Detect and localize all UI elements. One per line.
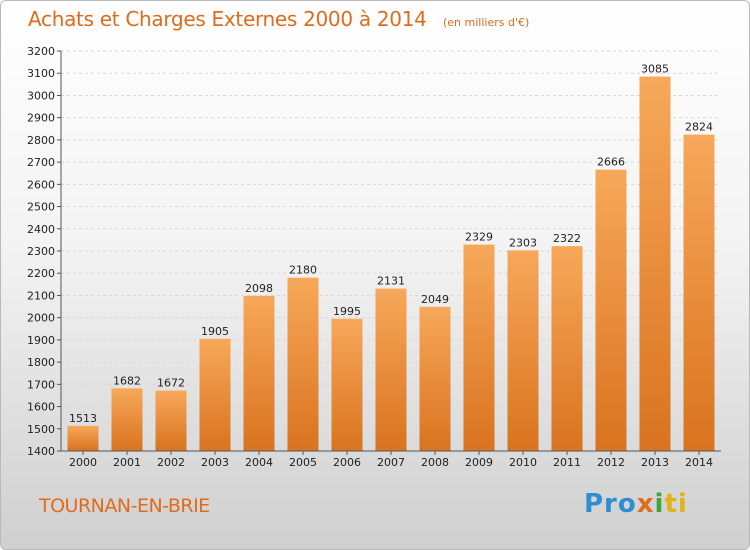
x-tick-label: 2008 <box>421 456 449 469</box>
chart-title: Achats et Charges Externes 2000 à 2014 <box>28 7 427 31</box>
y-tick-label: 1900 <box>27 334 55 347</box>
y-tick-label: 2500 <box>27 201 55 214</box>
x-tick-label: 2003 <box>201 456 229 469</box>
data-label: 1672 <box>157 377 185 390</box>
bar <box>111 388 143 451</box>
data-label: 1905 <box>201 325 229 338</box>
data-label: 1682 <box>113 374 141 387</box>
proxiti-logo[interactable]: Proxiti <box>584 489 688 519</box>
data-label: 2666 <box>597 156 625 169</box>
x-tick-label: 2012 <box>597 456 625 469</box>
data-label: 2049 <box>421 293 449 306</box>
bar <box>375 288 407 451</box>
title-row: Achats et Charges Externes 2000 à 2014 (… <box>28 7 529 31</box>
bar <box>419 306 451 451</box>
bar <box>67 425 99 451</box>
logo-part-2: x <box>636 489 655 519</box>
x-tick-label: 2001 <box>113 456 141 469</box>
axes <box>57 50 721 455</box>
y-tick-label: 3100 <box>27 67 55 80</box>
x-tick-label: 2009 <box>465 456 493 469</box>
y-tick-label: 1700 <box>27 378 55 391</box>
data-label: 1513 <box>69 412 97 425</box>
bar <box>155 390 187 451</box>
y-tick-label: 3000 <box>27 89 55 102</box>
y-tick-label: 1600 <box>27 401 55 414</box>
logo-part-4: ti <box>664 489 688 519</box>
data-label: 2824 <box>685 121 713 134</box>
bar <box>463 244 495 451</box>
y-tick-label: 2600 <box>27 178 55 191</box>
logo-part-1: Pro <box>584 489 637 519</box>
x-tick-label: 2013 <box>641 456 669 469</box>
bar <box>331 318 363 451</box>
chart-subtitle: (en milliers d'€) <box>443 16 530 29</box>
bar <box>199 338 231 451</box>
bar <box>595 169 627 451</box>
y-tick-label: 2800 <box>27 134 55 147</box>
x-tick-label: 2011 <box>553 456 581 469</box>
data-label: 2131 <box>377 275 405 288</box>
x-tick-label: 2002 <box>157 456 185 469</box>
bar <box>551 246 583 451</box>
y-tick-label: 2300 <box>27 245 55 258</box>
city-name: TOURNAN-EN-BRIE <box>39 495 210 517</box>
x-tick-label: 2010 <box>509 456 537 469</box>
y-tick-label: 2900 <box>27 112 55 125</box>
data-label: 2322 <box>553 232 581 245</box>
data-label: 2303 <box>509 236 537 249</box>
y-tick-label: 1800 <box>27 356 55 369</box>
y-tick-label: 2200 <box>27 267 55 280</box>
bar <box>507 250 539 451</box>
data-label: 2098 <box>245 282 273 295</box>
y-tick-label: 2100 <box>27 289 55 302</box>
data-label: 1995 <box>333 305 361 318</box>
y-tick-label: 3200 <box>27 45 55 58</box>
data-label: 2329 <box>465 231 493 244</box>
y-tick-label: 2700 <box>27 156 55 169</box>
x-tick-label: 2006 <box>333 456 361 469</box>
x-tick-label: 2014 <box>685 456 713 469</box>
x-tick-label: 2004 <box>245 456 273 469</box>
bars <box>67 76 715 452</box>
y-tick-label: 2400 <box>27 223 55 236</box>
bar <box>287 277 319 451</box>
y-tick-label: 1400 <box>27 445 55 458</box>
data-label: 3085 <box>641 63 669 76</box>
data-label: 2180 <box>289 264 317 277</box>
x-tick-label: 2000 <box>69 456 97 469</box>
x-tick-label: 2005 <box>289 456 317 469</box>
x-tick-label: 2007 <box>377 456 405 469</box>
y-tick-label: 2000 <box>27 312 55 325</box>
bar <box>683 134 715 452</box>
y-tick-label: 1500 <box>27 423 55 436</box>
labels: 1400 1500 1600 1700 1800 1900 2000 2100 2200 2300… <box>27 45 713 469</box>
bar <box>243 295 275 451</box>
logo-part-3: i <box>654 489 665 519</box>
bar <box>639 76 671 452</box>
